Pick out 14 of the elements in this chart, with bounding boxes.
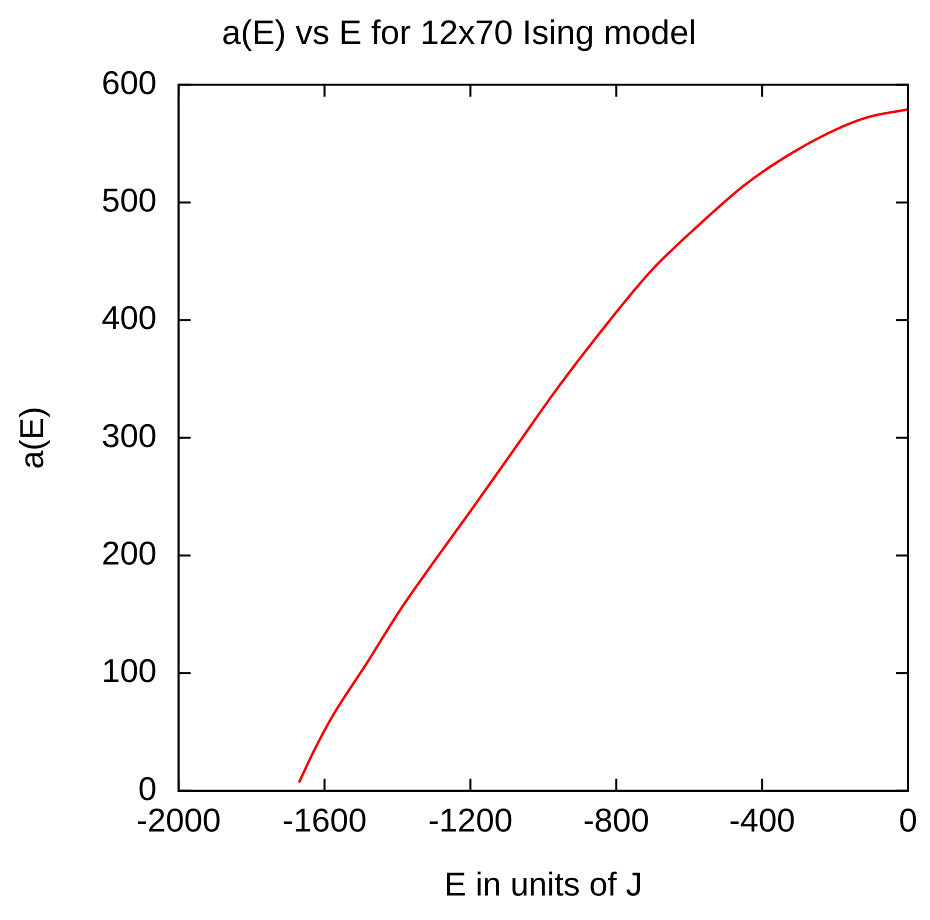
x-tick-label: -800 xyxy=(583,802,650,839)
x-tick-label: -1200 xyxy=(428,802,513,839)
x-tick-label: -1600 xyxy=(282,802,367,839)
x-axis-title: E in units of J xyxy=(444,865,642,902)
y-axis-title: a(E) xyxy=(12,406,50,469)
y-tick-label: 300 xyxy=(102,416,157,454)
x-tick-label: -400 xyxy=(729,802,796,839)
y-tick-label: 200 xyxy=(102,534,157,572)
y-tick-label: 500 xyxy=(102,182,157,219)
y-tick-label: 100 xyxy=(102,652,157,690)
y-tick-label: 400 xyxy=(102,299,157,336)
y-tick-label: 600 xyxy=(102,64,157,101)
chart-title: a(E) vs E for 12x70 Ising model xyxy=(222,14,696,52)
x-tick-label: 0 xyxy=(898,802,918,839)
